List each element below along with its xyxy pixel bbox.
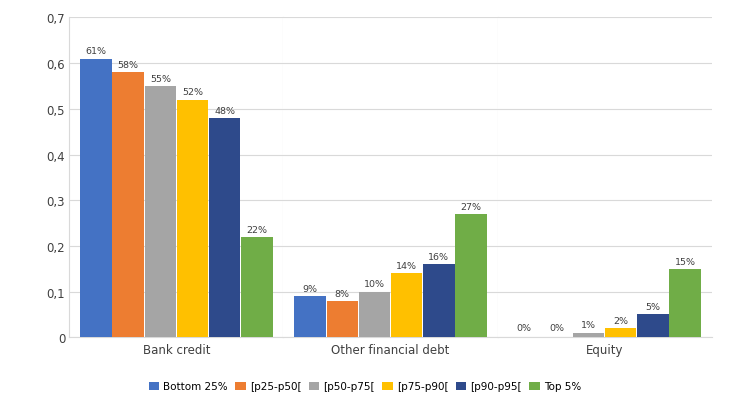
- Bar: [80, 59, 112, 337]
- Bar: [423, 265, 455, 337]
- Bar: [637, 315, 669, 337]
- Bar: [209, 119, 240, 337]
- Bar: [456, 214, 487, 337]
- Text: 0%: 0%: [549, 323, 564, 332]
- Bar: [391, 274, 423, 337]
- Text: 55%: 55%: [150, 74, 171, 83]
- Text: 22%: 22%: [247, 225, 267, 234]
- Text: 0%: 0%: [517, 323, 531, 332]
- Legend: Bottom 25%, [p25-p50[, [p50-p75[, [p75-p90[, [p90-p95[, Top 5%: Bottom 25%, [p25-p50[, [p50-p75[, [p75-p…: [145, 378, 585, 396]
- Text: 8%: 8%: [335, 289, 350, 298]
- Text: 15%: 15%: [675, 257, 696, 266]
- Text: 48%: 48%: [214, 106, 235, 115]
- Bar: [669, 269, 701, 337]
- Text: 52%: 52%: [182, 88, 203, 97]
- Bar: [112, 73, 144, 337]
- Text: 9%: 9%: [302, 284, 318, 293]
- Text: 61%: 61%: [85, 47, 107, 56]
- Text: 27%: 27%: [461, 202, 482, 211]
- Text: 1%: 1%: [581, 321, 596, 330]
- Bar: [241, 237, 272, 337]
- Bar: [326, 301, 358, 337]
- Bar: [358, 292, 390, 337]
- Bar: [177, 101, 208, 337]
- Text: 16%: 16%: [429, 252, 450, 261]
- Text: 10%: 10%: [364, 280, 385, 289]
- Bar: [294, 297, 326, 337]
- Text: 58%: 58%: [118, 61, 139, 70]
- Bar: [605, 328, 637, 337]
- Text: 2%: 2%: [613, 316, 629, 325]
- Bar: [145, 87, 176, 337]
- Text: 14%: 14%: [396, 261, 417, 270]
- Bar: [573, 333, 604, 337]
- Text: 5%: 5%: [645, 303, 661, 311]
